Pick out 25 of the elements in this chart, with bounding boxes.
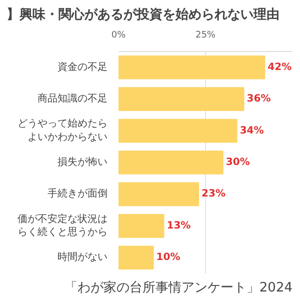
y-tick-label: 手続きが面倒 [48, 188, 108, 200]
bar [118, 55, 266, 80]
data-label: 36% [246, 94, 271, 105]
y-tick-label: どうやって始めたらよいかわからない [18, 118, 108, 143]
y-tick-label: 価が不安定な状況はらく続くと思うから [18, 212, 108, 238]
data-label: 10% [156, 252, 180, 264]
y-tick-label: 商品知識の不足 [38, 92, 108, 105]
data-label: 30% [226, 157, 250, 168]
bar [118, 118, 238, 143]
bar [118, 182, 200, 206]
bar [118, 87, 244, 111]
bar [118, 214, 164, 238]
data-label: 13% [166, 220, 191, 232]
text: 「わが家の台所事情アンケート」2024 [64, 280, 293, 296]
bar [118, 246, 154, 270]
x-tick-label: 25% [196, 30, 216, 40]
y-tick-label: 損失が怖い [58, 156, 108, 168]
chart-title: 】興味・関心があるが投資を始められない理由 [6, 6, 280, 22]
data-label: 23% [202, 188, 226, 200]
data-label: 42% [268, 62, 292, 73]
bar [118, 150, 224, 174]
x-tick-label: 0% [111, 30, 126, 40]
y-tick-label: 資金の不足 [58, 60, 108, 73]
data-label: 34% [240, 125, 264, 136]
y-tick-label: 時間がない [58, 251, 108, 264]
